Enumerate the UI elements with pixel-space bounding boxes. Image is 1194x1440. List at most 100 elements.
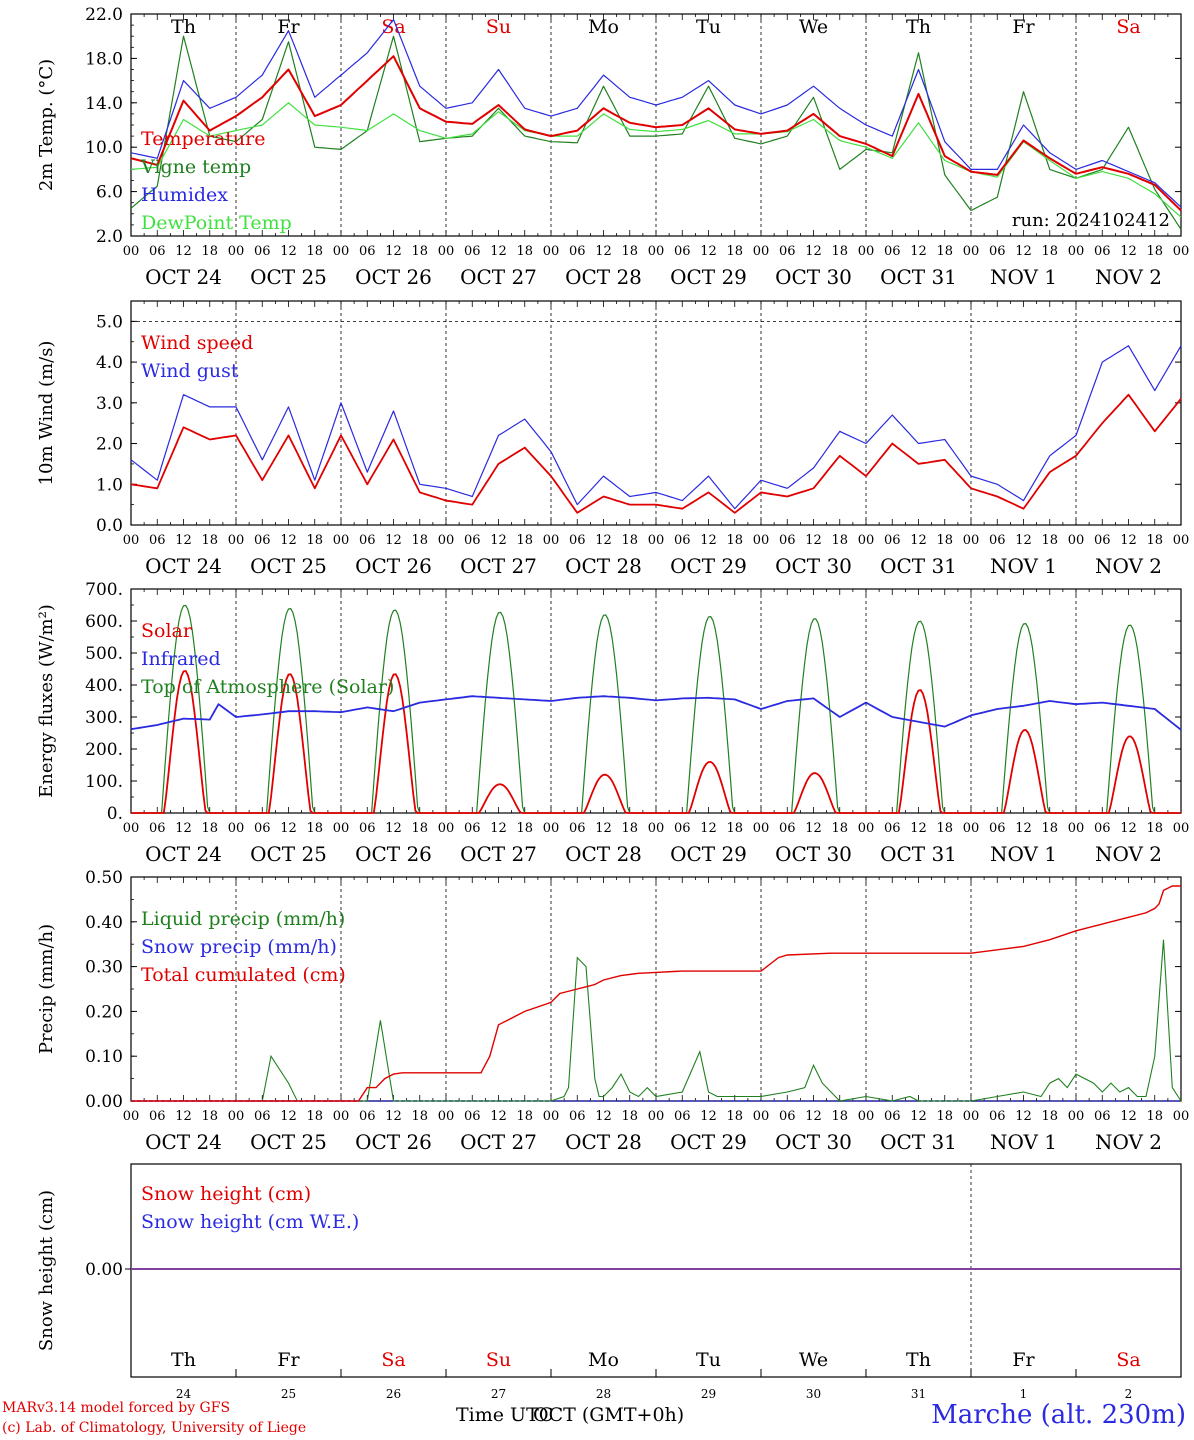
hour-tick-label: 12 <box>595 244 612 259</box>
y-tick-label: 2.0 <box>96 435 123 455</box>
hour-tick-label: 06 <box>989 821 1006 836</box>
hour-tick-label: 06 <box>779 821 796 836</box>
hour-tick-label: 00 <box>1173 244 1190 259</box>
y-tick-label: 4.0 <box>96 353 123 373</box>
date-tick-label: OCT 25 <box>250 554 327 578</box>
hour-tick-label: 12 <box>175 821 192 836</box>
y-tick-label: 10.0 <box>85 138 123 158</box>
day-number-label: 28 <box>596 1387 611 1401</box>
hour-tick-label: 00 <box>858 1109 875 1124</box>
hour-tick-label: 18 <box>831 1109 848 1124</box>
hour-tick-label: 12 <box>805 821 822 836</box>
day-number-label: 24 <box>176 1387 192 1401</box>
legend-entry: Snow precip (mm/h) <box>141 936 337 958</box>
hour-tick-label: 18 <box>516 1109 533 1124</box>
hour-tick-label: 06 <box>149 533 166 548</box>
date-tick-label: OCT 30 <box>775 554 852 578</box>
legend-entry: Snow height (cm W.E.) <box>141 1211 359 1233</box>
hour-tick-label: 06 <box>884 244 901 259</box>
hour-tick-label: 18 <box>1146 533 1163 548</box>
hour-tick-label: 12 <box>385 821 402 836</box>
hour-tick-label: 06 <box>149 1109 166 1124</box>
hour-tick-label: 00 <box>438 533 455 548</box>
date-tick-label: NOV 1 <box>990 265 1057 289</box>
hour-tick-label: 00 <box>1068 1109 1085 1124</box>
hour-tick-label: 12 <box>490 821 507 836</box>
hour-tick-label: 06 <box>674 244 691 259</box>
y-axis-label: Energy fluxes (W/m²) <box>36 604 57 798</box>
date-tick-label: OCT 25 <box>250 1130 327 1154</box>
liquid-precip-line <box>131 939 1182 1102</box>
day-number-label: 30 <box>806 1387 821 1401</box>
date-tick-label: OCT 31 <box>880 1130 957 1154</box>
y-tick-label: 600. <box>85 612 123 632</box>
y-tick-label: 3.0 <box>96 394 123 414</box>
hour-tick-label: 00 <box>858 244 875 259</box>
hour-tick-label: 12 <box>1015 1109 1032 1124</box>
y-tick-label: 0.10 <box>85 1047 123 1067</box>
date-tick-label: NOV 2 <box>1095 842 1162 866</box>
y-tick-label: 14.0 <box>85 94 123 114</box>
hour-tick-label: 12 <box>1120 244 1137 259</box>
date-tick-label: OCT 24 <box>145 554 222 578</box>
hour-tick-label: 18 <box>936 821 953 836</box>
hour-tick-label: 18 <box>516 821 533 836</box>
weekday-label: Th <box>906 1349 931 1371</box>
hour-tick-label: 00 <box>333 1109 350 1124</box>
legend-entry: Top of Atmosphere (Solar) <box>141 676 394 698</box>
date-tick-label: OCT 24 <box>145 1130 222 1154</box>
hour-tick-label: 18 <box>306 1109 323 1124</box>
date-tick-label: OCT 31 <box>880 554 957 578</box>
hour-tick-label: 18 <box>1146 821 1163 836</box>
weekday-label: Th <box>171 16 196 38</box>
hour-tick-label: 00 <box>753 821 770 836</box>
hour-tick-label: 00 <box>1173 821 1190 836</box>
hour-tick-label: 12 <box>700 821 717 836</box>
day-number-label: 31 <box>911 1387 926 1401</box>
date-tick-label: NOV 2 <box>1095 554 1162 578</box>
date-tick-label: OCT 26 <box>355 265 432 289</box>
weekday-label: Tu <box>696 1349 721 1371</box>
hour-tick-label: 12 <box>280 533 297 548</box>
y-tick-label: 0.00 <box>85 1092 123 1112</box>
hour-tick-label: 00 <box>123 1109 140 1124</box>
y-tick-label: 5.0 <box>96 312 123 332</box>
date-tick-label: OCT 25 <box>250 265 327 289</box>
weekday-label: Sa <box>1116 16 1140 38</box>
hour-tick-label: 00 <box>228 244 245 259</box>
hour-tick-label: 12 <box>280 244 297 259</box>
hour-tick-label: 12 <box>595 1109 612 1124</box>
date-tick-label: OCT 30 <box>775 842 852 866</box>
hour-tick-label: 06 <box>359 244 376 259</box>
date-tick-label: OCT 24 <box>145 842 222 866</box>
hour-tick-label: 00 <box>963 1109 980 1124</box>
hour-tick-label: 18 <box>1041 244 1058 259</box>
weekday-label: Su <box>486 1349 511 1371</box>
total-cumulated-line <box>131 885 1181 1102</box>
hour-tick-label: 06 <box>149 244 166 259</box>
hour-tick-label: 00 <box>858 533 875 548</box>
hour-tick-label: 00 <box>753 533 770 548</box>
hour-tick-label: 18 <box>411 1109 428 1124</box>
legend-entry: Humidex <box>141 184 228 206</box>
y-tick-label: 0.40 <box>85 913 123 933</box>
weekday-label: Tu <box>696 16 721 38</box>
hour-tick-label: 00 <box>333 533 350 548</box>
legend-entry: Wind gust <box>141 360 239 382</box>
hour-tick-label: 00 <box>228 821 245 836</box>
wind-speed-line <box>130 393 1182 514</box>
hour-tick-label: 00 <box>1173 533 1190 548</box>
y-tick-label: 500. <box>85 644 123 664</box>
date-tick-label: OCT 31 <box>880 842 957 866</box>
y-tick-label: 18.0 <box>85 49 123 69</box>
hour-tick-label: 06 <box>569 821 586 836</box>
hour-tick-label: 12 <box>385 533 402 548</box>
y-tick-label: 300. <box>85 708 123 728</box>
hour-tick-label: 06 <box>779 1109 796 1124</box>
hour-tick-label: 00 <box>543 244 560 259</box>
y-tick-label: 0.20 <box>85 1002 123 1022</box>
hour-tick-label: 00 <box>123 244 140 259</box>
weekday-label: Sa <box>381 16 405 38</box>
hour-tick-label: 00 <box>858 821 875 836</box>
